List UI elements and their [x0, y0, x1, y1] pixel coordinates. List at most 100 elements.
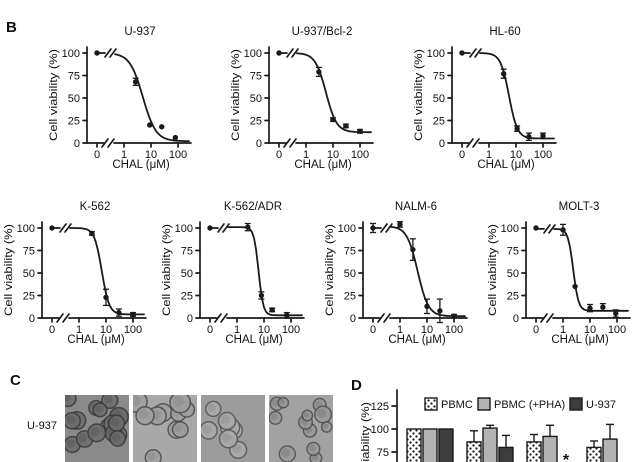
svg-text:100: 100 [338, 223, 356, 235]
svg-text:PBMC (+PHA): PBMC (+PHA) [494, 399, 565, 411]
svg-text:Cell viability (%): Cell viability (%) [360, 402, 372, 462]
svg-text:50: 50 [181, 268, 193, 280]
svg-text:0: 0 [370, 324, 376, 336]
svg-text:NALM-6: NALM-6 [395, 201, 437, 213]
svg-text:100: 100 [501, 223, 519, 235]
svg-text:K-562/ADR: K-562/ADR [224, 201, 282, 213]
svg-text:50: 50 [250, 93, 262, 105]
svg-text:CHAL (μM): CHAL (μM) [294, 159, 351, 171]
svg-text:0: 0 [533, 324, 539, 336]
svg-text:U-937: U-937 [586, 399, 616, 411]
svg-text:1: 1 [121, 149, 127, 161]
svg-text:1: 1 [560, 324, 566, 336]
svg-text:10: 10 [421, 324, 433, 336]
svg-text:1: 1 [397, 324, 403, 336]
svg-text:Cell viability (%): Cell viability (%) [230, 49, 242, 141]
svg-text:Cell viability (%): Cell viability (%) [413, 49, 425, 141]
svg-text:1: 1 [234, 324, 240, 336]
svg-text:Cell viability (%): Cell viability (%) [48, 49, 60, 141]
svg-text:U-937/Bcl-2: U-937/Bcl-2 [292, 26, 353, 38]
svg-text:75: 75 [344, 246, 356, 258]
svg-text:10: 10 [145, 149, 157, 161]
svg-text:25: 25 [433, 116, 445, 128]
svg-text:100: 100 [244, 48, 262, 60]
panel-c-label: C [10, 372, 22, 389]
svg-text:1: 1 [76, 324, 82, 336]
svg-text:50: 50 [344, 268, 356, 280]
svg-text:25: 25 [507, 291, 519, 303]
svg-text:25: 25 [344, 291, 356, 303]
svg-text:50: 50 [68, 93, 80, 105]
svg-text:0: 0 [513, 313, 519, 325]
svg-text:100: 100 [169, 149, 187, 161]
svg-text:1: 1 [486, 149, 492, 161]
svg-text:0: 0 [256, 138, 262, 150]
micrograph-3 [201, 395, 265, 462]
svg-text:100: 100 [175, 223, 193, 235]
svg-text:100: 100 [371, 424, 389, 436]
micrograph-row-label: U-937 [27, 420, 57, 432]
svg-text:CHAL (μM): CHAL (μM) [388, 334, 445, 346]
panel-b-label: B [6, 19, 18, 36]
svg-text:Cell viability (%): Cell viability (%) [487, 224, 499, 316]
svg-text:Cell viability (%): Cell viability (%) [324, 224, 336, 316]
svg-text:0: 0 [29, 313, 35, 325]
svg-text:125: 125 [371, 401, 389, 413]
svg-text:50: 50 [23, 268, 35, 280]
svg-text:75: 75 [377, 447, 389, 459]
svg-text:1: 1 [303, 149, 309, 161]
svg-text:100: 100 [17, 223, 35, 235]
svg-text:100: 100 [427, 48, 445, 60]
svg-text:75: 75 [507, 246, 519, 258]
svg-text:100: 100 [608, 324, 626, 336]
svg-text:75: 75 [433, 71, 445, 83]
svg-text:CHAL (μM): CHAL (μM) [67, 334, 124, 346]
svg-text:0: 0 [49, 324, 55, 336]
svg-text:100: 100 [534, 149, 552, 161]
svg-text:100: 100 [124, 324, 142, 336]
svg-text:75: 75 [23, 246, 35, 258]
svg-text:75: 75 [68, 71, 80, 83]
svg-text:75: 75 [250, 71, 262, 83]
svg-text:100: 100 [282, 324, 300, 336]
svg-text:*: * [563, 452, 570, 462]
svg-text:CHAL (μM): CHAL (μM) [477, 159, 534, 171]
svg-text:0: 0 [459, 149, 465, 161]
svg-text:50: 50 [507, 268, 519, 280]
svg-text:25: 25 [181, 291, 193, 303]
svg-text:75: 75 [181, 246, 193, 258]
svg-text:Cell viability (%): Cell viability (%) [3, 224, 15, 316]
svg-text:HL-60: HL-60 [489, 26, 520, 38]
svg-text:0: 0 [94, 149, 100, 161]
svg-text:CHAL (μM): CHAL (μM) [225, 334, 282, 346]
svg-text:10: 10 [258, 324, 270, 336]
svg-text:0: 0 [187, 313, 193, 325]
svg-text:100: 100 [62, 48, 80, 60]
svg-text:25: 25 [23, 291, 35, 303]
svg-text:0: 0 [350, 313, 356, 325]
panel-d-label: D [351, 377, 363, 394]
svg-text:100: 100 [445, 324, 463, 336]
svg-text:CHAL (μM): CHAL (μM) [551, 334, 608, 346]
svg-text:25: 25 [68, 116, 80, 128]
svg-text:PBMC: PBMC [441, 399, 473, 411]
svg-text:10: 10 [510, 149, 522, 161]
svg-text:10: 10 [100, 324, 112, 336]
svg-text:0: 0 [74, 138, 80, 150]
micrograph-2 [133, 395, 197, 462]
svg-text:10: 10 [584, 324, 596, 336]
svg-text:10: 10 [327, 149, 339, 161]
svg-text:0: 0 [276, 149, 282, 161]
svg-text:100: 100 [351, 149, 369, 161]
svg-text:U-937: U-937 [124, 26, 155, 38]
svg-text:0: 0 [439, 138, 445, 150]
micrograph-4 [269, 395, 333, 462]
